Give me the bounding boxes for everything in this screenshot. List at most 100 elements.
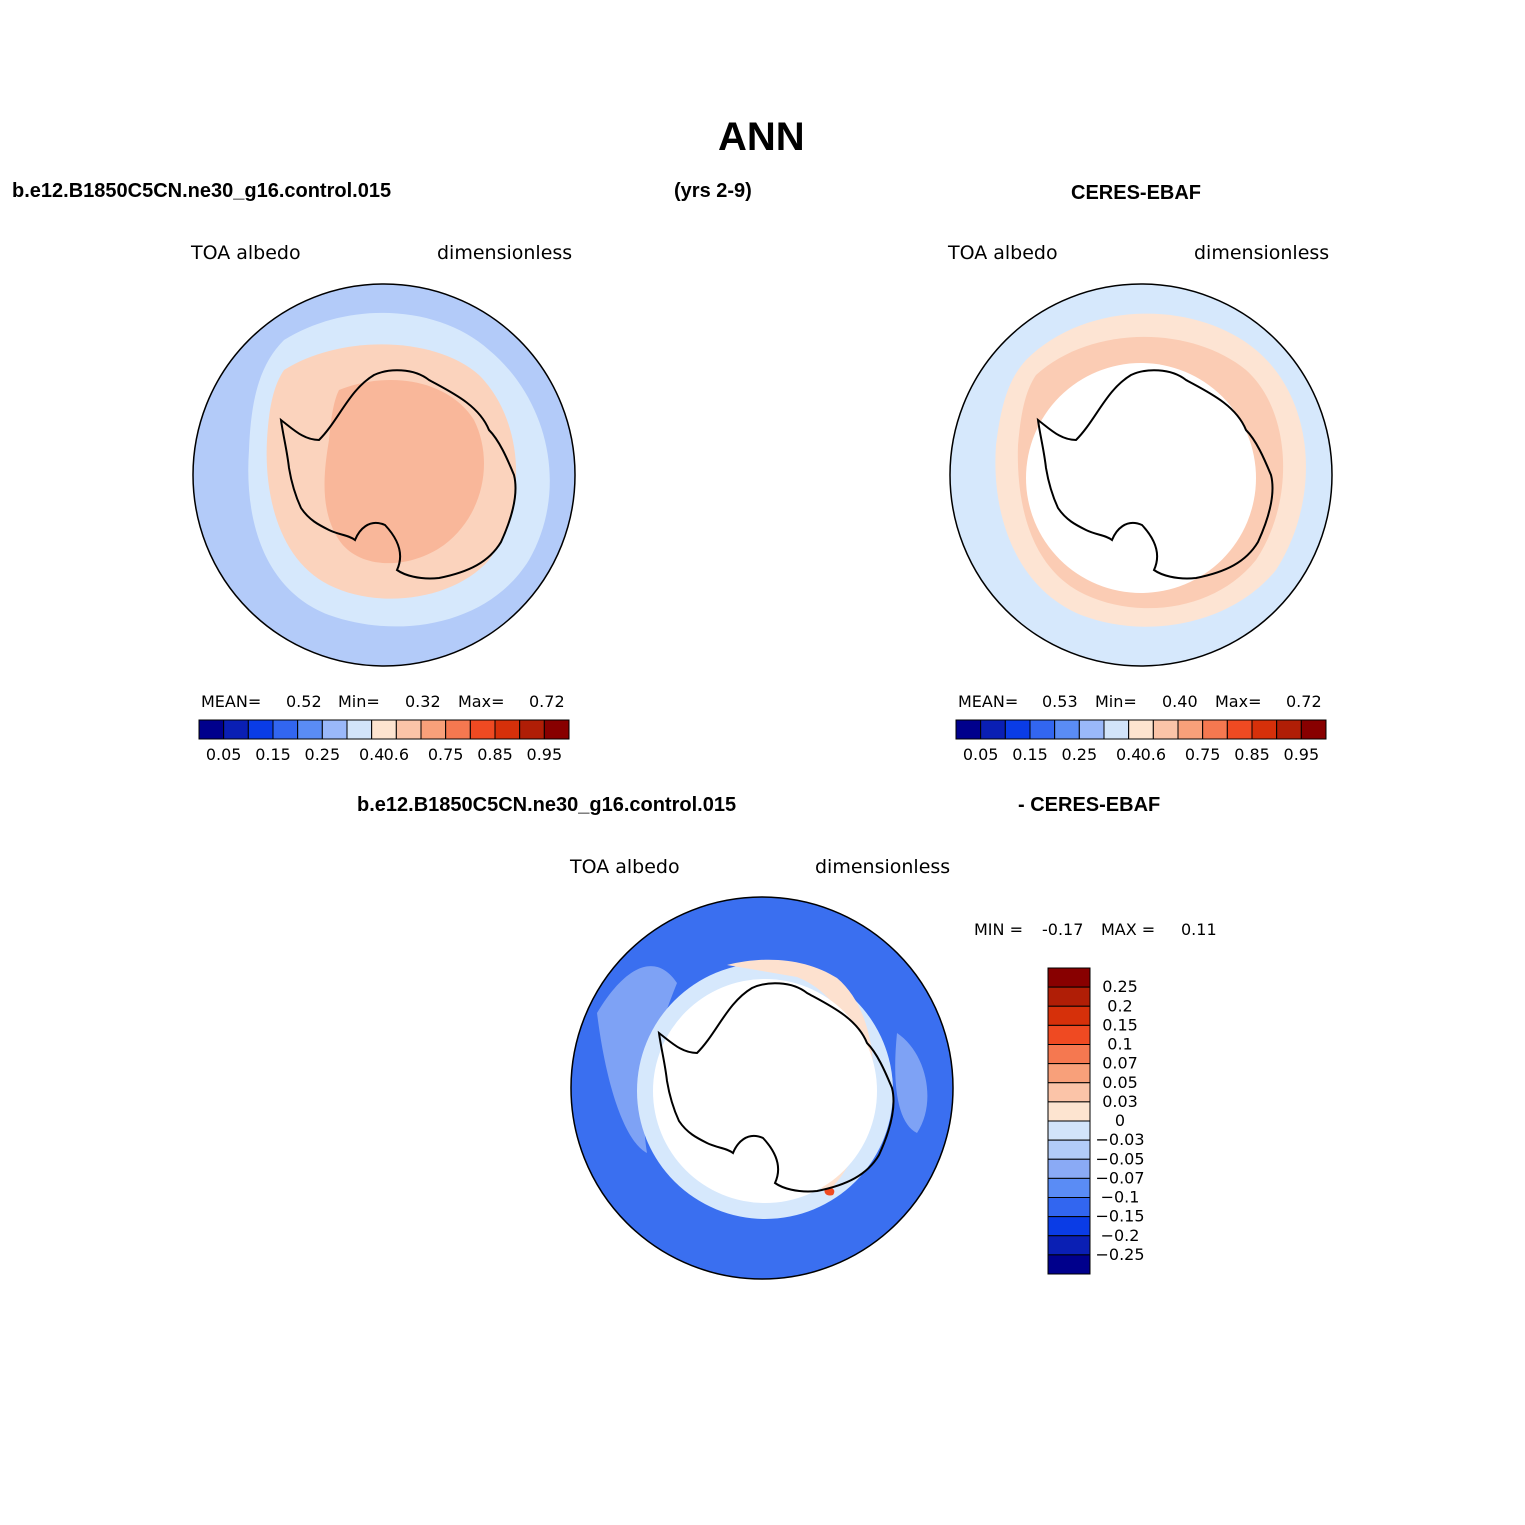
case-name-header: b.e12.B1850C5CN.ne30_g16.control.015: [12, 180, 392, 202]
panel1-colorbar-tick-label: 0.75: [428, 745, 464, 764]
panel2-colorbar-box: [1128, 719, 1154, 740]
diff-colorbar-box: [1047, 1197, 1091, 1218]
antarctica-coastline: [657, 982, 895, 1193]
obs-polar-map: [949, 283, 1333, 667]
diff-max-label: MAX =: [1101, 920, 1156, 939]
diff-colorbar-box: [1047, 1044, 1091, 1065]
panel2-colorbar-box: [1029, 719, 1056, 740]
panel1-colorbar-box: [543, 719, 570, 740]
panel1-colorbar-box: [519, 719, 545, 740]
diff-colorbar-box: [1047, 1120, 1091, 1141]
panel2-colorbar-tick-label: 0.05: [963, 745, 999, 764]
diff-colorbar-box: [1047, 967, 1091, 988]
diff-colorbar-tick-label: 0.07: [1102, 1054, 1138, 1073]
panel1-colorbar-box: [494, 719, 521, 740]
diff-colorbar-tick-label: 0.03: [1102, 1092, 1138, 1111]
panel2-variable-label: TOA albedo: [948, 242, 1058, 264]
panel2-colorbar-tick-label: 0.6: [1141, 745, 1166, 764]
panel1-colorbar-box: [198, 719, 225, 740]
diff-colorbar-box: [1047, 1024, 1091, 1045]
panel2-max-label: Max=: [1215, 692, 1262, 711]
diff-colorbar-box: [1047, 1082, 1091, 1103]
model-polar-map: [192, 283, 576, 667]
diff-colorbar-tick-label: −0.1: [1101, 1188, 1140, 1207]
panel1-colorbar-box: [321, 719, 348, 740]
obs-name-header: CERES-EBAF: [1071, 182, 1202, 204]
panel2-colorbar-box: [1300, 719, 1327, 740]
panel2-colorbar-tick-label: 0.15: [1012, 745, 1048, 764]
panel1-colorbar-tick-label: 0.4: [359, 745, 384, 764]
panel1-colorbar-tick-label: 0.85: [477, 745, 513, 764]
diff-colorbar-tick-label: −0.05: [1095, 1149, 1144, 1168]
panel1-colorbar-tick-label: 0.15: [255, 745, 291, 764]
panel2-colorbar-tick-label: 0.25: [1062, 745, 1098, 764]
years-header: (yrs 2-9): [674, 180, 752, 202]
diff-colorbar-tick-label: −0.15: [1095, 1207, 1144, 1226]
panel2-units-label: dimensionless: [1194, 242, 1330, 264]
panel2-colorbar-box: [1078, 719, 1105, 740]
panel2-colorbar-box: [955, 719, 982, 740]
panel1-colorbar-tick-label: 0.6: [384, 745, 409, 764]
panel2-colorbar-box: [1152, 719, 1179, 740]
panel1-colorbar-box: [395, 719, 422, 740]
diff-colorbar-tick-label: −0.07: [1095, 1168, 1144, 1187]
diff-light-blue-patches: [597, 966, 928, 1153]
antarctica-coastline: [279, 369, 517, 580]
panel1-max-value: 0.72: [529, 692, 565, 711]
panel1-colorbar-tick-label: 0.25: [305, 745, 341, 764]
panel2-min-value: 0.40: [1162, 692, 1198, 711]
panel2-mean-value: 0.53: [1042, 692, 1078, 711]
diff-colorbar-tick-label: −0.03: [1095, 1130, 1144, 1149]
panel2-colorbar-box: [1177, 719, 1204, 740]
panel2-colorbar-box: [1054, 719, 1080, 740]
panel2-colorbar-box: [1276, 719, 1302, 740]
panel2-colorbar-box: [1251, 719, 1278, 740]
diff-polar-map: [570, 896, 954, 1280]
model-salmon-region: [324, 380, 484, 564]
panel1-colorbar: 0.05 0.15 0.25 0.4 0.6 0.75 0.85 0.95: [198, 719, 570, 764]
panel2-colorbar-box: [1202, 719, 1228, 740]
diff-colorbar-box: [1047, 1235, 1091, 1256]
panel2-min-label: Min=: [1095, 692, 1137, 711]
panel2-colorbar: 0.05 0.15 0.25 0.4 0.6 0.75 0.85 0.95: [955, 719, 1327, 764]
panel2-colorbar-tick-label: 0.95: [1284, 745, 1320, 764]
diff-min-label: MIN =: [974, 920, 1023, 939]
diff-colorbar-tick-label: 0.25: [1102, 977, 1138, 996]
panel1-colorbar-box: [346, 719, 373, 740]
panel1-colorbar-box: [223, 719, 249, 740]
diff-colorbar-box: [1047, 986, 1091, 1007]
panel1-colorbar-box: [272, 719, 299, 740]
diff-colorbar-tick-label: 0.05: [1102, 1073, 1138, 1092]
diff-colorbar-tick-label: 0: [1115, 1111, 1125, 1130]
diff-missing-data: [653, 979, 877, 1203]
panel2-colorbar-box: [1004, 719, 1031, 740]
diff-title-left: b.e12.B1850C5CN.ne30_g16.control.015: [357, 794, 737, 816]
panel1-colorbar-box: [445, 719, 471, 740]
diff-min-value: -0.17: [1042, 920, 1084, 939]
panel2-colorbar-tick-label: 0.4: [1116, 745, 1141, 764]
panel1-colorbar-box: [371, 719, 397, 740]
panel1-mean-value: 0.52: [286, 692, 322, 711]
diff-colorbar: 0.250.20.150.10.070.050.030−0.03−0.05−0.…: [1047, 967, 1145, 1275]
panel1-colorbar-tick-label: 0.95: [527, 745, 563, 764]
panel2-colorbar-tick-label: 0.85: [1234, 745, 1270, 764]
panel1-max-label: Max=: [458, 692, 505, 711]
diff-max-value: 0.11: [1181, 920, 1217, 939]
antarctica-coastline: [1036, 369, 1274, 580]
panel1-mean-label: MEAN=: [201, 692, 262, 711]
diff-colorbar-tick-label: −0.25: [1095, 1245, 1144, 1264]
diff-colorbar-box: [1047, 1005, 1091, 1026]
diff-colorbar-tick-label: 0.1: [1107, 1035, 1132, 1054]
diff-colorbar-box: [1047, 1216, 1091, 1237]
diff-variable-label: TOA albedo: [570, 856, 680, 878]
panel1-units-label: dimensionless: [437, 242, 573, 264]
panel2-mean-label: MEAN=: [958, 692, 1019, 711]
diff-colorbar-box: [1047, 1177, 1091, 1198]
obs-missing-data: [1026, 363, 1256, 593]
diff-colorbar-tick-label: −0.2: [1101, 1226, 1140, 1245]
diff-colorbar-box: [1047, 1101, 1091, 1122]
diff-colorbar-box: [1047, 1139, 1091, 1160]
panel1-colorbar-box: [247, 719, 274, 740]
diff-colorbar-box: [1047, 1063, 1091, 1084]
panel2-max-value: 0.72: [1286, 692, 1322, 711]
